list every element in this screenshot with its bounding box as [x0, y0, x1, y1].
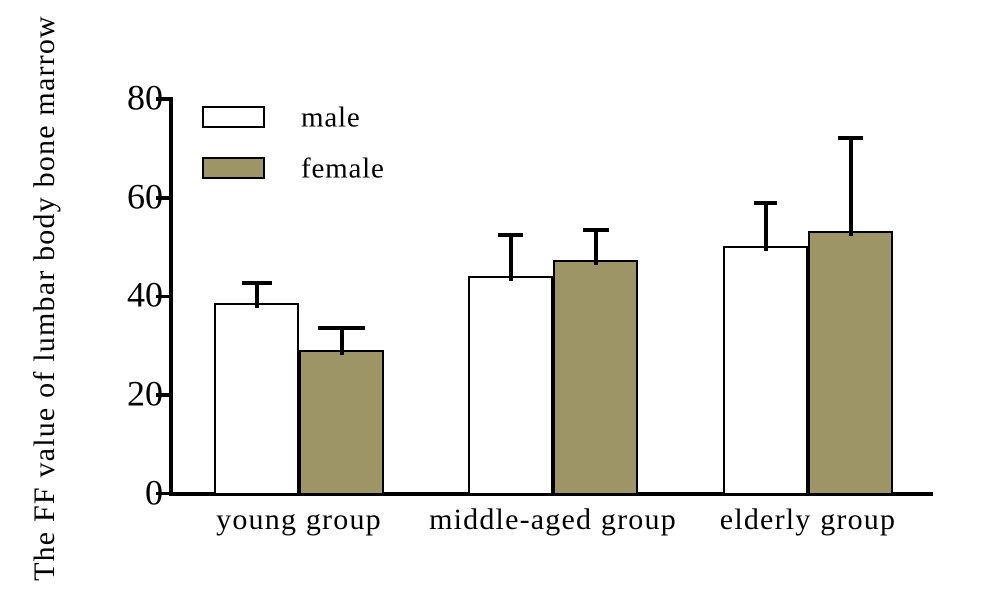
y-tick-mark-0	[156, 491, 169, 496]
y-tick-mark-80	[156, 97, 169, 101]
y-tick-label-20: 20	[127, 373, 163, 414]
bar-female-young-group	[299, 350, 384, 495]
error-bar-stem-female-elderly-group	[848, 138, 853, 236]
error-bar-cap-male-elderly-group	[754, 201, 777, 206]
error-bar-stem-male-middle-aged-group	[508, 235, 513, 282]
y-tick-label-80: 80	[127, 77, 163, 118]
bar-male-young-group	[214, 303, 299, 495]
y-tick-mark-60	[156, 196, 169, 200]
error-bar-stem-male-young-group	[254, 282, 259, 309]
y-axis-title: The FF value of lumbar body bone marrow	[28, 15, 61, 581]
error-bar-cap-male-middle-aged-group	[498, 233, 523, 238]
bar-male-middle-aged-group	[468, 276, 553, 495]
bar-female-elderly-group	[808, 230, 893, 495]
legend-label-female: female	[301, 152, 385, 185]
error-bar-cap-female-young-group	[318, 325, 365, 330]
y-tick-label-60: 60	[127, 176, 163, 217]
y-axis-line	[169, 97, 173, 495]
y-tick-mark-20	[156, 393, 169, 397]
error-bar-cap-female-middle-aged-group	[582, 228, 609, 233]
legend-label-male: male	[301, 101, 361, 134]
error-bar-stem-female-middle-aged-group	[593, 230, 598, 265]
legend-swatch-male	[202, 106, 265, 128]
x-tick-label-young-group: young group	[216, 503, 382, 536]
error-bar-cap-female-elderly-group	[838, 136, 863, 141]
x-tick-label-middle-aged-group: middle-aged group	[429, 503, 677, 536]
legend-swatch-female	[202, 157, 265, 179]
y-tick-mark-40	[156, 294, 169, 299]
error-bar-stem-male-elderly-group	[763, 203, 768, 251]
bar-male-elderly-group	[723, 245, 808, 495]
error-bar-cap-male-young-group	[241, 280, 272, 285]
error-bar-stem-female-young-group	[339, 327, 344, 356]
y-tick-label-40: 40	[127, 274, 163, 315]
y-tick-label-0: 0	[145, 472, 163, 513]
bar-female-middle-aged-group	[553, 259, 638, 495]
x-tick-label-elderly-group: elderly group	[719, 503, 897, 536]
